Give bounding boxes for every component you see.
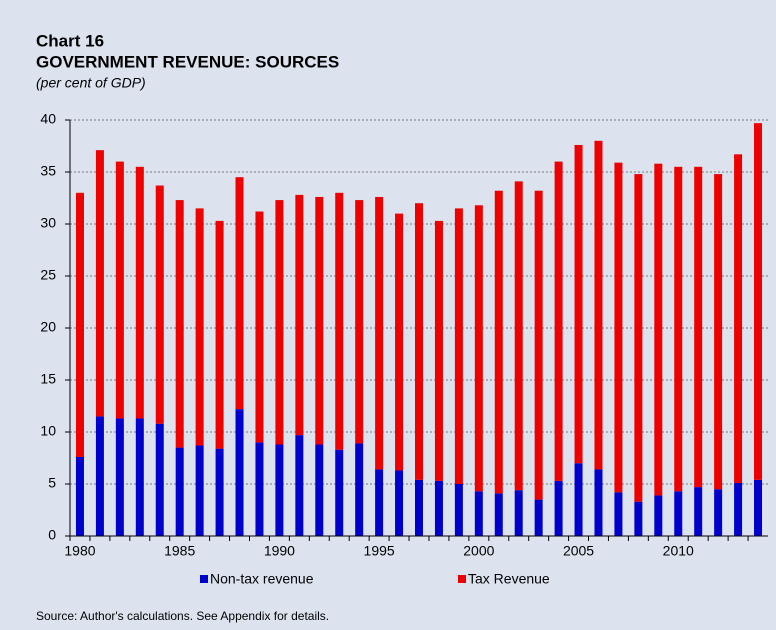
- bar-segment: [95, 150, 104, 417]
- bar-segment: [315, 196, 324, 445]
- bar-segment: [355, 200, 364, 444]
- y-tick-label: 10: [40, 423, 56, 439]
- bar-segment: [554, 480, 563, 536]
- bar-segment: [434, 480, 443, 536]
- bar-segment: [295, 194, 304, 436]
- bar-segment: [734, 482, 743, 536]
- y-tick-label: 40: [40, 111, 56, 127]
- bar-segment: [754, 123, 763, 480]
- bar-segment: [155, 185, 164, 424]
- y-tick-label: 35: [40, 163, 56, 179]
- bar-segment: [95, 416, 104, 536]
- bar-segment: [674, 491, 683, 536]
- bar-segment: [335, 192, 344, 450]
- bar-segment: [75, 192, 84, 457]
- bar-segment: [614, 492, 623, 536]
- y-tick-label: 5: [48, 475, 56, 491]
- x-tick-label: 2000: [463, 543, 494, 559]
- bar-segment: [415, 479, 423, 536]
- bar-segment: [494, 190, 503, 494]
- bar-segment: [614, 162, 623, 493]
- bar-segment: [654, 163, 663, 496]
- legend-swatch: [458, 575, 466, 583]
- bar-segment: [714, 489, 723, 536]
- bar-segment: [235, 177, 244, 410]
- bar-segment: [694, 166, 703, 488]
- bar-segment: [255, 211, 264, 443]
- bar-segment: [454, 208, 463, 484]
- bar-segment: [434, 220, 443, 481]
- bar-segment: [275, 200, 284, 445]
- bar-segment: [115, 418, 124, 536]
- y-tick-label: 20: [40, 319, 56, 335]
- bar-segment: [514, 490, 523, 536]
- x-tick-label: 1980: [64, 543, 95, 559]
- y-tick-label: 0: [48, 527, 56, 543]
- bar-segment: [594, 140, 603, 470]
- bar-segment: [195, 445, 204, 536]
- bar-segment: [355, 443, 364, 536]
- chart-title: Chart 16: [36, 31, 104, 50]
- bar-segment: [275, 444, 284, 536]
- bar-segment: [175, 447, 184, 536]
- bar-segment: [554, 161, 563, 481]
- bar-segment: [175, 200, 184, 448]
- bar-segment: [574, 144, 583, 464]
- bar-segment: [474, 491, 483, 536]
- source-note: Source: Author's calculations. See Appen…: [36, 609, 329, 623]
- x-tick-label: 1985: [164, 543, 195, 559]
- bar-segment: [375, 469, 384, 536]
- y-tick-label: 30: [40, 215, 56, 231]
- bar-segment: [135, 166, 144, 419]
- bar-segment: [395, 470, 404, 536]
- x-tick-label: 1995: [364, 543, 395, 559]
- bar-segment: [295, 435, 304, 536]
- bar-segment: [594, 469, 603, 536]
- bar-segment: [534, 190, 543, 500]
- bar-segment: [155, 423, 164, 536]
- bar-segment: [315, 444, 324, 536]
- y-tick-label: 15: [40, 371, 56, 387]
- bar-segment: [654, 495, 663, 536]
- y-axis-label: (per cent of GDP): [36, 75, 146, 91]
- x-tick-label: 1990: [264, 543, 295, 559]
- bar-segment: [734, 154, 743, 483]
- bar-segment: [514, 181, 523, 491]
- x-tick-label: 2010: [663, 543, 694, 559]
- bar-segment: [714, 174, 723, 490]
- bar-segment: [415, 203, 423, 480]
- bar-segment: [135, 418, 144, 536]
- bar-segment: [474, 205, 483, 492]
- bar-segment: [75, 456, 84, 536]
- chart-subtitle: GOVERNMENT REVENUE: SOURCES: [36, 52, 339, 71]
- bar-segment: [574, 463, 583, 536]
- bar-segment: [494, 493, 503, 536]
- legend-label: Non-tax revenue: [210, 571, 314, 587]
- bar-segment: [215, 220, 224, 449]
- bar-segment: [634, 501, 643, 536]
- bar-segment: [375, 196, 384, 470]
- bar-segment: [694, 487, 703, 536]
- bar-segment: [754, 479, 763, 536]
- bar-segment: [235, 409, 244, 536]
- bar-segment: [195, 208, 204, 446]
- legend-label: Tax Revenue: [468, 571, 550, 587]
- bar-segment: [335, 449, 344, 536]
- bar-segment: [115, 161, 124, 419]
- bar-segment: [255, 442, 264, 536]
- bar-segment: [634, 174, 643, 502]
- y-tick-label: 25: [40, 267, 56, 283]
- bar-segment: [395, 213, 404, 471]
- x-tick-label: 2005: [563, 543, 594, 559]
- legend-swatch: [200, 575, 208, 583]
- bar-segment: [215, 448, 224, 536]
- bar-segment: [674, 166, 683, 492]
- bar-segment: [534, 499, 543, 536]
- bar-segment: [454, 484, 463, 536]
